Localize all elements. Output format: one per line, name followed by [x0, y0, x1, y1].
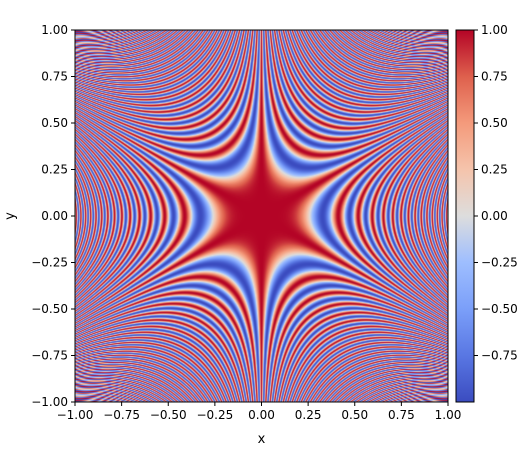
- x-tick-label: −0.75: [103, 408, 140, 422]
- y-axis-label: y: [3, 212, 18, 220]
- y-tick-label: −0.75: [31, 349, 68, 363]
- x-tick-label: 0.25: [295, 408, 322, 422]
- colorbar-tick-label: 0.75: [481, 70, 508, 84]
- x-tick-label: −0.50: [150, 408, 187, 422]
- y-tick-label: −1.00: [31, 395, 68, 409]
- x-axis-ticks: −1.00 −0.75 −0.50 −0.25 0.00 0.25 0.50 0.75 1.00: [57, 402, 462, 422]
- y-tick-label: −0.25: [31, 256, 68, 270]
- y-tick-label: 0.00: [41, 209, 68, 223]
- x-tick-label: 0.00: [248, 408, 275, 422]
- y-tick-label: −0.50: [31, 302, 68, 316]
- colorbar-tick-label: −0.75: [481, 349, 518, 363]
- x-tick-label: 1.00: [435, 408, 462, 422]
- x-tick-label: 0.50: [341, 408, 368, 422]
- x-tick-label: −1.00: [57, 408, 94, 422]
- colorbar-ticks: 1.00 0.75 0.50 0.25 0.00 −0.25 −0.50 −0.75: [474, 23, 518, 363]
- colorbar-tick-label: −0.25: [481, 256, 518, 270]
- heatmap-canvas: [75, 30, 448, 402]
- y-tick-label: 0.75: [41, 70, 68, 84]
- y-axis-ticks: −1.00 −0.75 −0.50 −0.25 0.00 0.25 0.50 0.75 1.00: [31, 23, 75, 409]
- colorbar: [456, 30, 474, 402]
- y-tick-label: 0.50: [41, 116, 68, 130]
- y-tick-label: 1.00: [41, 23, 68, 37]
- colorbar-tick-label: 0.50: [481, 116, 508, 130]
- colorbar-tick-label: 0.00: [481, 209, 508, 223]
- y-tick-label: 0.25: [41, 163, 68, 177]
- colorbar-tick-label: 0.25: [481, 163, 508, 177]
- colorbar-tick-label: 1.00: [481, 23, 508, 37]
- x-tick-label: 0.75: [388, 408, 415, 422]
- x-axis-label: x: [258, 432, 266, 447]
- x-tick-label: −0.25: [196, 408, 233, 422]
- colorbar-tick-label: −0.50: [481, 302, 518, 316]
- heatmap-area: [75, 30, 448, 402]
